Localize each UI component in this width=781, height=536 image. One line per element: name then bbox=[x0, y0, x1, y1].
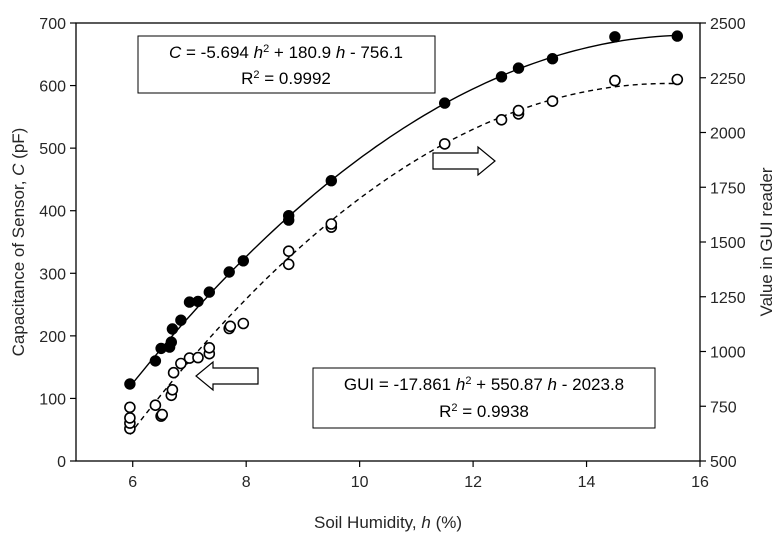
equation-box-gui: GUI = -17.861 h2 + 550.87 h - 2023.8 R2 … bbox=[312, 367, 656, 429]
fit-equation-capacitance: C = -5.694 h2 + 180.9 h - 756.1 bbox=[169, 43, 403, 62]
gui-point bbox=[609, 74, 621, 87]
y-tick-label: 400 bbox=[39, 204, 66, 221]
x-tick-label: 8 bbox=[242, 474, 251, 491]
y2-tick-label: 1000 bbox=[710, 345, 746, 362]
y2-tick-label: 500 bbox=[710, 454, 737, 471]
capacitance-point bbox=[192, 295, 204, 308]
gui-point bbox=[192, 351, 204, 364]
capacitance-point bbox=[149, 355, 162, 367]
gui-point bbox=[124, 401, 136, 414]
x-tick-label: 16 bbox=[691, 474, 709, 491]
capacitance-point bbox=[223, 266, 235, 278]
fit-curve-capacitance bbox=[129, 34, 678, 388]
gui-point bbox=[495, 114, 508, 126]
gui-point bbox=[175, 357, 187, 370]
gui-point bbox=[325, 218, 338, 230]
capacitance-point bbox=[325, 175, 337, 187]
gui-point bbox=[282, 258, 295, 271]
gui-point bbox=[124, 412, 136, 424]
gui-point bbox=[166, 383, 179, 396]
y2-tick-label: 2500 bbox=[710, 16, 746, 33]
y-tick-label: 200 bbox=[39, 329, 66, 346]
y2-tick-label: 2000 bbox=[710, 126, 746, 143]
x-tick-label: 12 bbox=[464, 474, 482, 491]
right-axis-arrow bbox=[432, 145, 496, 177]
gui-point bbox=[203, 341, 216, 354]
x-tick-label: 10 bbox=[351, 474, 369, 491]
gui-point bbox=[546, 95, 559, 107]
gui-point bbox=[512, 104, 525, 117]
y2-axis-label: Value in GUI reader bbox=[757, 167, 776, 316]
gui-point bbox=[282, 245, 295, 257]
fit-curves bbox=[129, 34, 678, 435]
capacitance-point bbox=[124, 378, 136, 390]
fit-equation-gui: GUI = -17.861 h2 + 550.87 h - 2023.8 bbox=[344, 375, 624, 394]
y-tick-label: 300 bbox=[39, 266, 66, 283]
capacitance-point bbox=[546, 53, 559, 65]
capacitance-point bbox=[495, 71, 508, 83]
gui-point bbox=[237, 317, 250, 330]
capacitance-point bbox=[512, 62, 525, 74]
y2-tick-label: 1750 bbox=[710, 180, 746, 197]
gui-point bbox=[156, 408, 168, 421]
y2-tick-label: 2250 bbox=[710, 71, 746, 88]
capacitance-point bbox=[203, 286, 216, 298]
capacitance-point bbox=[609, 31, 621, 43]
y2-tick-label: 750 bbox=[710, 399, 737, 416]
capacitance-point bbox=[175, 314, 187, 326]
gui-point bbox=[149, 399, 162, 412]
x-axis-label: Soil Humidity, h (%) bbox=[314, 513, 462, 532]
capacitance-point bbox=[439, 97, 451, 109]
capacitance-point bbox=[283, 210, 295, 222]
gui-point bbox=[167, 366, 180, 379]
data-points bbox=[124, 30, 684, 435]
equation-box-capacitance: C = -5.694 h2 + 180.9 h - 756.1 R2 = 0.9… bbox=[137, 35, 436, 94]
y-tick-label: 600 bbox=[39, 79, 66, 96]
y-tick-label: 500 bbox=[39, 141, 66, 158]
gui-point bbox=[438, 138, 451, 150]
x-tick-label: 14 bbox=[578, 474, 596, 491]
y-tick-label: 700 bbox=[39, 16, 66, 33]
capacitance-point bbox=[165, 336, 178, 348]
x-tick-label: 6 bbox=[128, 474, 137, 491]
y-tick-label: 0 bbox=[57, 454, 66, 471]
ticks: 6 8 10 12 14 16 0 100 200 300 400 500 600 700 500 750 10… bbox=[39, 16, 745, 491]
y2-tick-label: 1500 bbox=[710, 235, 746, 252]
y-tick-label: 100 bbox=[39, 391, 66, 408]
capacitance-point bbox=[671, 30, 683, 42]
y-axis-label: Capacitance of Sensor, C (pF) bbox=[9, 128, 28, 357]
gui-point bbox=[224, 320, 237, 333]
gui-point bbox=[671, 73, 684, 86]
y2-tick-label: 1250 bbox=[710, 290, 746, 307]
capacitance-point bbox=[237, 255, 250, 267]
fit-r2-gui: R2 = 0.9938 bbox=[439, 402, 529, 421]
capacitance-point bbox=[166, 323, 179, 335]
left-axis-arrow bbox=[195, 360, 259, 392]
fit-r2-capacitance: R2 = 0.9992 bbox=[241, 69, 331, 88]
